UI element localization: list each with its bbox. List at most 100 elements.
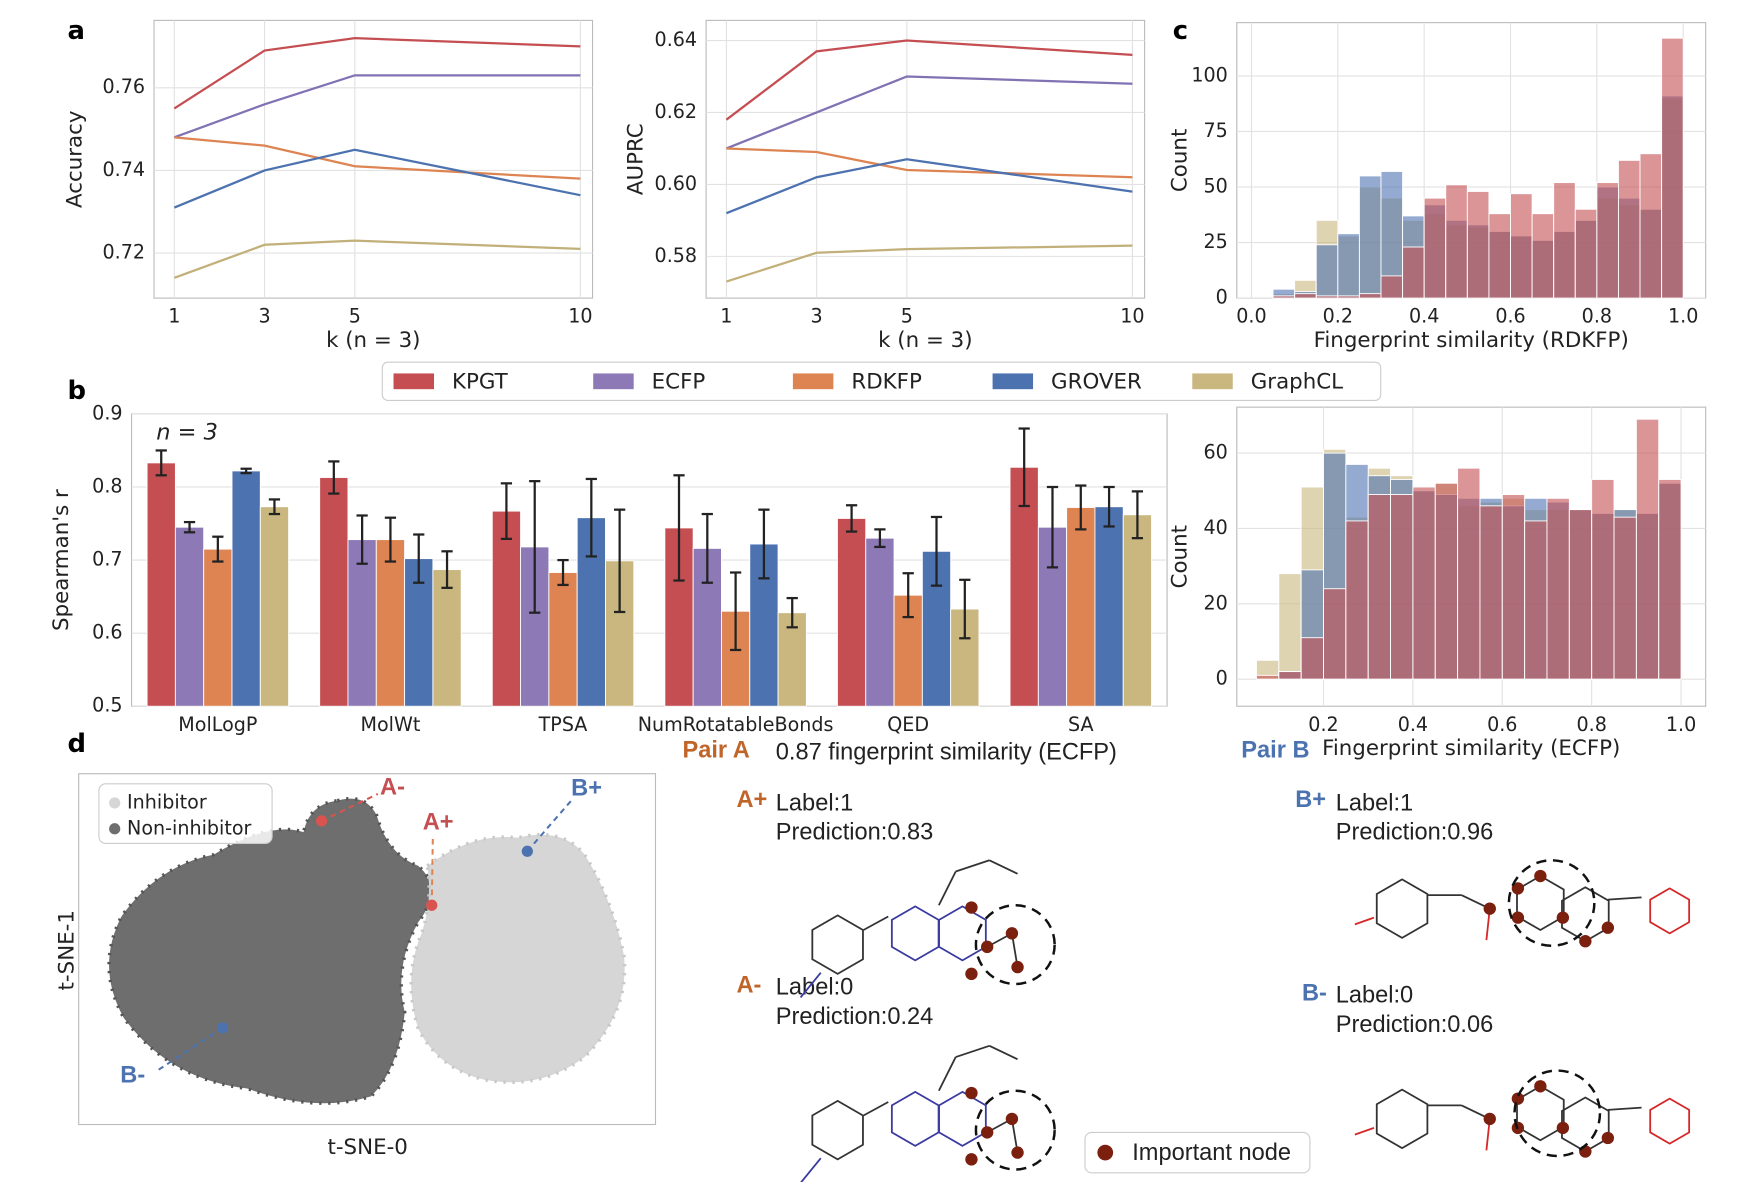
hist-bar bbox=[1661, 37, 1684, 299]
x-tick-label: 0.2 bbox=[1308, 713, 1338, 736]
y-tick-label: 0.58 bbox=[655, 244, 698, 267]
hist-bar bbox=[1278, 671, 1302, 680]
bond bbox=[938, 871, 957, 906]
inhibitor-cluster bbox=[409, 832, 627, 1085]
y-axis-label: Count bbox=[1168, 525, 1193, 588]
important-node bbox=[1511, 882, 1525, 895]
plot-frame bbox=[153, 19, 594, 299]
hist-bar bbox=[1635, 418, 1660, 680]
y-tick-label: 0.64 bbox=[655, 28, 698, 51]
bar bbox=[259, 506, 290, 707]
bar bbox=[836, 517, 867, 707]
hist-bar bbox=[1337, 295, 1360, 299]
bond bbox=[800, 1157, 822, 1182]
x-tick-label: 0.8 bbox=[1582, 305, 1612, 328]
hist-bar bbox=[1380, 275, 1404, 299]
error-bar bbox=[268, 498, 281, 516]
legend-label: RDKFP bbox=[851, 369, 922, 394]
y-tick-label: 75 bbox=[1203, 119, 1227, 142]
label: Label:1 bbox=[1336, 790, 1413, 816]
chart: 0 20 40 60 0.2 0.4 0.6 0.8 1.0 Count Fingerprint s… bbox=[1168, 406, 1707, 761]
y-axis-label: Count bbox=[1168, 129, 1193, 192]
hist-bar bbox=[1423, 197, 1447, 299]
hist-bar bbox=[1358, 293, 1382, 299]
hist-bar bbox=[1553, 182, 1576, 299]
legend-label: Non-inhibitor bbox=[127, 816, 251, 839]
bar bbox=[548, 572, 578, 707]
legend: KPGT ECFP RDKFP GROVER GraphCL bbox=[381, 361, 1382, 401]
x-tick-label: 0.8 bbox=[1576, 713, 1606, 736]
error-bar bbox=[1046, 485, 1059, 569]
legend-swatch bbox=[992, 373, 1034, 390]
x-tick-label: 5 bbox=[349, 305, 361, 328]
highlight-ring bbox=[1507, 859, 1596, 947]
error-bar bbox=[155, 449, 167, 477]
important-node bbox=[1579, 1145, 1592, 1158]
important-node bbox=[965, 901, 978, 914]
x-tick-label: 5 bbox=[901, 305, 913, 328]
x-tick-label: MolWt bbox=[360, 713, 420, 736]
plot-frame bbox=[705, 19, 1146, 299]
leader-line bbox=[156, 1026, 224, 1072]
hist-bar bbox=[1256, 674, 1280, 680]
line bbox=[726, 244, 1133, 283]
hist-bar bbox=[1488, 213, 1511, 299]
bar bbox=[174, 526, 205, 707]
hist-bar bbox=[1345, 520, 1369, 680]
chart: b 0.5 0.6 0.7 0.8 0.9 Spearman's r MolLogP MolWt… bbox=[49, 361, 1382, 736]
hist-bar bbox=[1278, 573, 1302, 680]
legend-dot bbox=[1097, 1144, 1114, 1161]
prediction: Prediction:0.24 bbox=[776, 1004, 934, 1030]
important-node bbox=[1579, 935, 1592, 948]
x-tick-label: 1 bbox=[720, 305, 732, 328]
highlight-point bbox=[521, 845, 533, 857]
important-node bbox=[1511, 1092, 1525, 1105]
molecule-panel: Pair A 0.87 fingerprint similarity (ECFP… bbox=[682, 737, 1494, 1174]
important-node bbox=[1534, 1080, 1547, 1093]
prediction: Prediction:0.06 bbox=[1336, 1012, 1494, 1038]
line bbox=[173, 148, 581, 209]
bond bbox=[863, 915, 889, 931]
bar bbox=[432, 569, 462, 707]
important-node bbox=[1601, 1131, 1615, 1145]
x-tick-label: 1.0 bbox=[1668, 305, 1698, 328]
label: Label:0 bbox=[776, 975, 853, 1001]
important-node bbox=[981, 1126, 994, 1139]
hist-bar bbox=[1568, 509, 1593, 680]
hist-bar bbox=[1358, 175, 1382, 299]
ring bbox=[811, 914, 864, 975]
bond bbox=[989, 859, 1018, 875]
pair-title: Pair A bbox=[682, 737, 749, 763]
error-bar bbox=[557, 558, 569, 587]
x-tick-label: 1.0 bbox=[1666, 713, 1696, 736]
legend-frame bbox=[381, 361, 1382, 401]
hist-bar bbox=[1466, 191, 1490, 299]
tag: A+ bbox=[736, 787, 767, 813]
y-tick-label: 0.8 bbox=[92, 474, 122, 497]
y-tick-label: 0.76 bbox=[102, 75, 145, 98]
y-tick-label: 0 bbox=[1216, 667, 1228, 690]
hist-bar bbox=[1272, 295, 1296, 299]
bar bbox=[1066, 507, 1096, 707]
bar bbox=[491, 510, 522, 707]
y-tick-label: 100 bbox=[1191, 63, 1227, 86]
important-node bbox=[965, 967, 978, 981]
hist-bar bbox=[1479, 505, 1503, 680]
error-bar bbox=[959, 578, 971, 640]
line bbox=[725, 39, 1133, 121]
legend-dot bbox=[109, 797, 121, 809]
x-axis-label: Fingerprint similarity (RDKFP) bbox=[1314, 328, 1629, 353]
y-tick-label: 50 bbox=[1203, 175, 1227, 198]
ring bbox=[811, 1099, 864, 1161]
bond bbox=[955, 1044, 990, 1058]
x-tick-label: NumRotatableBonds bbox=[638, 713, 834, 736]
bar bbox=[1122, 514, 1153, 707]
bar bbox=[1094, 506, 1124, 707]
prediction: Prediction:0.96 bbox=[1336, 820, 1494, 846]
label: Label:1 bbox=[776, 790, 853, 816]
hist-bar bbox=[1323, 588, 1347, 680]
panel-label: a bbox=[67, 16, 84, 46]
marker-label: B+ bbox=[571, 776, 602, 802]
x-tick-label: QED bbox=[887, 713, 929, 736]
error-bar bbox=[874, 528, 886, 549]
